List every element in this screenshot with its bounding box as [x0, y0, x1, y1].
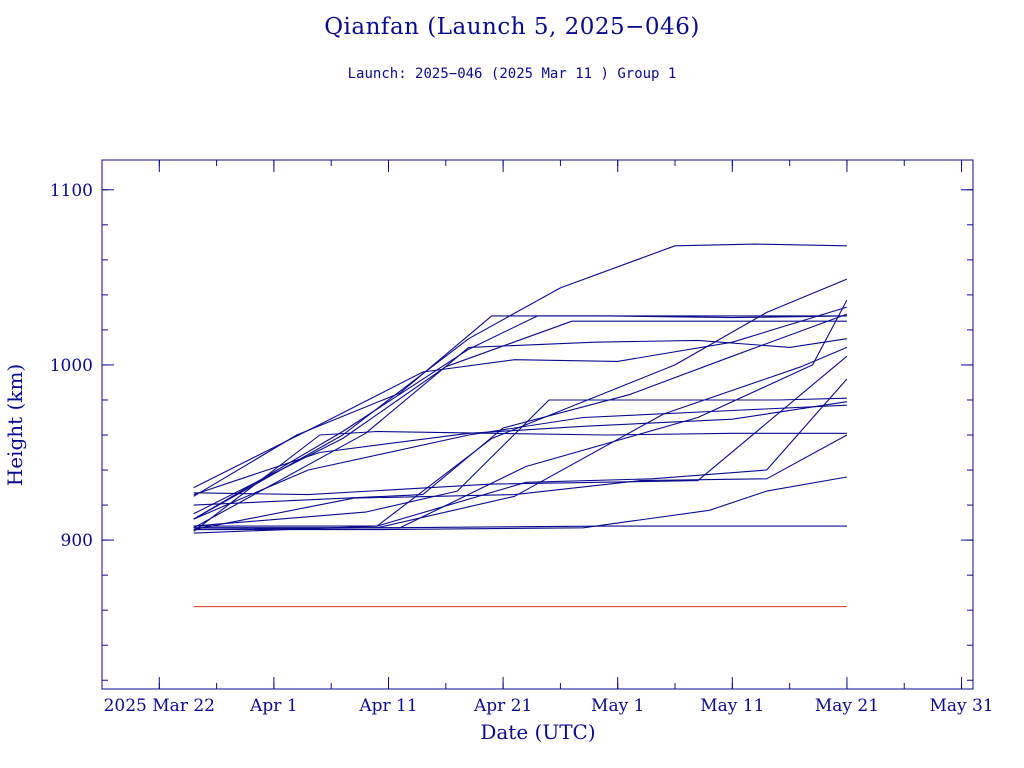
y-axis-label: Height (km) [3, 364, 27, 486]
x-tick-label: Apr 1 [249, 696, 298, 716]
series-line-18 [193, 313, 848, 506]
x-tick-label: Apr 11 [358, 696, 417, 716]
series-line-9 [193, 397, 847, 527]
x-tick-label: May 11 [700, 696, 764, 716]
x-tick-label: Apr 21 [473, 696, 532, 716]
plot-frame [101, 159, 974, 690]
series-line-5 [193, 338, 847, 529]
chart-title: Qianfan (Launch 5, 2025−046) [324, 14, 700, 40]
series-line-19 [193, 306, 848, 489]
y-tick-label: 900 [61, 531, 93, 551]
y-tick-label: 1000 [50, 356, 93, 376]
x-tick-label: 2025 Mar 22 [104, 696, 215, 716]
series-line-13 [193, 278, 848, 527]
y-tick-label: 1100 [50, 181, 93, 201]
x-tick-label: May 21 [815, 696, 879, 716]
series-line-6 [193, 401, 847, 496]
x-tick-label: May 31 [929, 696, 993, 716]
series-line-3 [193, 315, 847, 520]
chart-subtitle: Launch: 2025−046 (2025 Mar 11 ) Group 1 [347, 66, 677, 82]
x-axis-label: Date (UTC) [480, 720, 595, 744]
series-layer [193, 243, 848, 608]
series-line-15 [193, 476, 847, 531]
x-tick-label: May 1 [591, 696, 644, 716]
series-line-17 [193, 355, 848, 496]
series-line-4 [193, 320, 847, 515]
series-line-1 [193, 315, 847, 497]
series-line-2 [193, 243, 847, 520]
series-line-16 [193, 525, 847, 531]
series-line-8 [193, 430, 847, 532]
series-line-10 [193, 434, 848, 531]
series-line-7 [193, 404, 847, 520]
axis-ticks: 2025 Mar 22 Apr 1 Apr 11 Apr 21 May 1 May 11 M… [50, 160, 994, 716]
